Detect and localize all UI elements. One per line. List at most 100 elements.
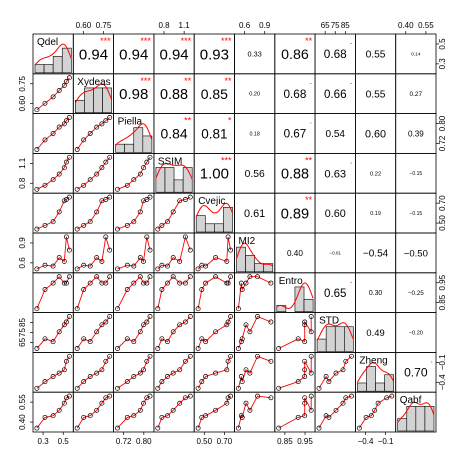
scatter-point bbox=[165, 374, 170, 379]
scatter-point bbox=[155, 425, 161, 431]
cell-mi2-qdel bbox=[32, 232, 74, 274]
scatter-point bbox=[42, 137, 48, 143]
cell-piella-std: 0.54 bbox=[314, 113, 356, 154]
tick-label: 65 bbox=[321, 21, 330, 30]
tick-label: 75 bbox=[331, 21, 340, 30]
significance-stars: ** bbox=[305, 195, 313, 205]
scatter-point bbox=[107, 274, 113, 280]
scatter-point bbox=[247, 407, 253, 413]
scatter-point bbox=[182, 358, 188, 364]
scatter-point bbox=[74, 425, 80, 431]
scatter-point bbox=[66, 75, 72, 81]
histogram-bar bbox=[164, 167, 175, 193]
cell-entro-zheng: 0.30 bbox=[354, 272, 397, 313]
cell-cvejic-entro: 0.89** bbox=[274, 192, 316, 234]
cell-zheng-qdel bbox=[32, 351, 74, 393]
cell-std-ssim bbox=[153, 312, 195, 353]
scatter-point bbox=[182, 395, 188, 401]
cell-qabf-xydeas bbox=[72, 391, 115, 433]
cell-qdel-qabf: 0.14 bbox=[395, 33, 437, 75]
tick-label: 0.85 bbox=[438, 294, 447, 310]
cell-ssim-std: 0.63. bbox=[314, 152, 356, 194]
scatter-point bbox=[302, 358, 308, 364]
scatter-point bbox=[87, 413, 93, 419]
cell-qabf-std bbox=[314, 391, 356, 433]
tick-label: 0.8 bbox=[18, 177, 27, 189]
histogram-bar bbox=[204, 223, 215, 233]
cell-zheng-zheng: Zheng bbox=[354, 351, 397, 393]
tick-label: 0.8 bbox=[158, 21, 170, 30]
scatter-point bbox=[50, 339, 56, 345]
significance-stars: *** bbox=[221, 155, 232, 165]
scatter-point bbox=[137, 209, 143, 215]
scatter-point bbox=[34, 226, 40, 232]
correlation-value: 0.81 bbox=[201, 126, 227, 141]
scatter-point bbox=[124, 262, 130, 268]
scatter-point bbox=[131, 339, 137, 345]
scatter-point bbox=[34, 425, 40, 431]
cell-frame bbox=[32, 272, 74, 313]
smooth-line bbox=[117, 356, 151, 389]
scatter-point bbox=[141, 198, 146, 204]
scatter-point bbox=[170, 370, 176, 376]
cell-std-qabf: −0.20 bbox=[395, 312, 437, 353]
scatter-point bbox=[63, 197, 69, 202]
scatter-point bbox=[203, 339, 209, 345]
scatter-point bbox=[276, 425, 282, 431]
scatter-point bbox=[247, 274, 253, 280]
scatter-point bbox=[239, 287, 245, 292]
variable-label: Qdel bbox=[37, 37, 58, 48]
scatter-point bbox=[147, 274, 153, 280]
scatter-point bbox=[213, 274, 219, 280]
correlation-value: 0.89 bbox=[281, 206, 309, 222]
scatter-point bbox=[50, 263, 56, 269]
scatter-point bbox=[225, 234, 231, 240]
scatter-point bbox=[228, 247, 234, 253]
histogram-bar bbox=[173, 179, 184, 193]
significance-stars: *** bbox=[100, 36, 111, 46]
variable-label: Piella bbox=[118, 117, 143, 128]
scatter-point bbox=[61, 258, 67, 264]
histogram-bar bbox=[155, 167, 166, 193]
cell-cvejic-qdel bbox=[32, 192, 74, 234]
variable-label: Qabf bbox=[400, 395, 422, 406]
histogram-bar bbox=[303, 298, 314, 312]
scatter-point bbox=[224, 280, 230, 286]
scatter-point bbox=[141, 367, 146, 373]
cell-xydeas-std: 0.66. bbox=[314, 73, 356, 115]
scatter-point bbox=[74, 186, 80, 192]
correlation-value: 0.67 bbox=[284, 128, 307, 141]
scatter-point bbox=[225, 319, 231, 325]
scatter-point bbox=[50, 177, 56, 183]
cell-entro-qdel bbox=[32, 272, 74, 313]
significance-stars: *** bbox=[140, 76, 151, 86]
scatter-point bbox=[182, 197, 188, 202]
scatter-point bbox=[228, 353, 234, 359]
scatter-point bbox=[243, 367, 249, 373]
scatter-point bbox=[155, 306, 161, 312]
smooth-line bbox=[237, 276, 272, 309]
scatter-point bbox=[34, 147, 40, 152]
scatter-point bbox=[295, 336, 301, 342]
smooth-line bbox=[318, 355, 352, 389]
scatter-point bbox=[74, 147, 80, 152]
scatter-point bbox=[195, 346, 201, 351]
histogram-bar bbox=[75, 99, 85, 113]
cell-frame bbox=[234, 312, 276, 353]
scatter-point bbox=[42, 379, 48, 385]
cell-qabf-entro bbox=[274, 391, 316, 433]
scatter-point bbox=[141, 258, 146, 264]
variable-label: STD bbox=[319, 316, 339, 327]
scatter-point bbox=[61, 367, 67, 373]
scatter-point bbox=[34, 266, 40, 272]
cell-entro-mi2 bbox=[234, 272, 276, 313]
scatter-point bbox=[268, 280, 274, 286]
scatter-point bbox=[141, 165, 146, 171]
density-curve bbox=[34, 43, 72, 66]
tick-label: 0.60 bbox=[76, 21, 92, 30]
scatter-point bbox=[177, 400, 183, 406]
cell-std-cvejic bbox=[193, 312, 235, 353]
scatter-point bbox=[107, 154, 113, 160]
scatter-point bbox=[268, 358, 274, 364]
cell-zheng-qabf: 0.70. bbox=[395, 351, 437, 393]
